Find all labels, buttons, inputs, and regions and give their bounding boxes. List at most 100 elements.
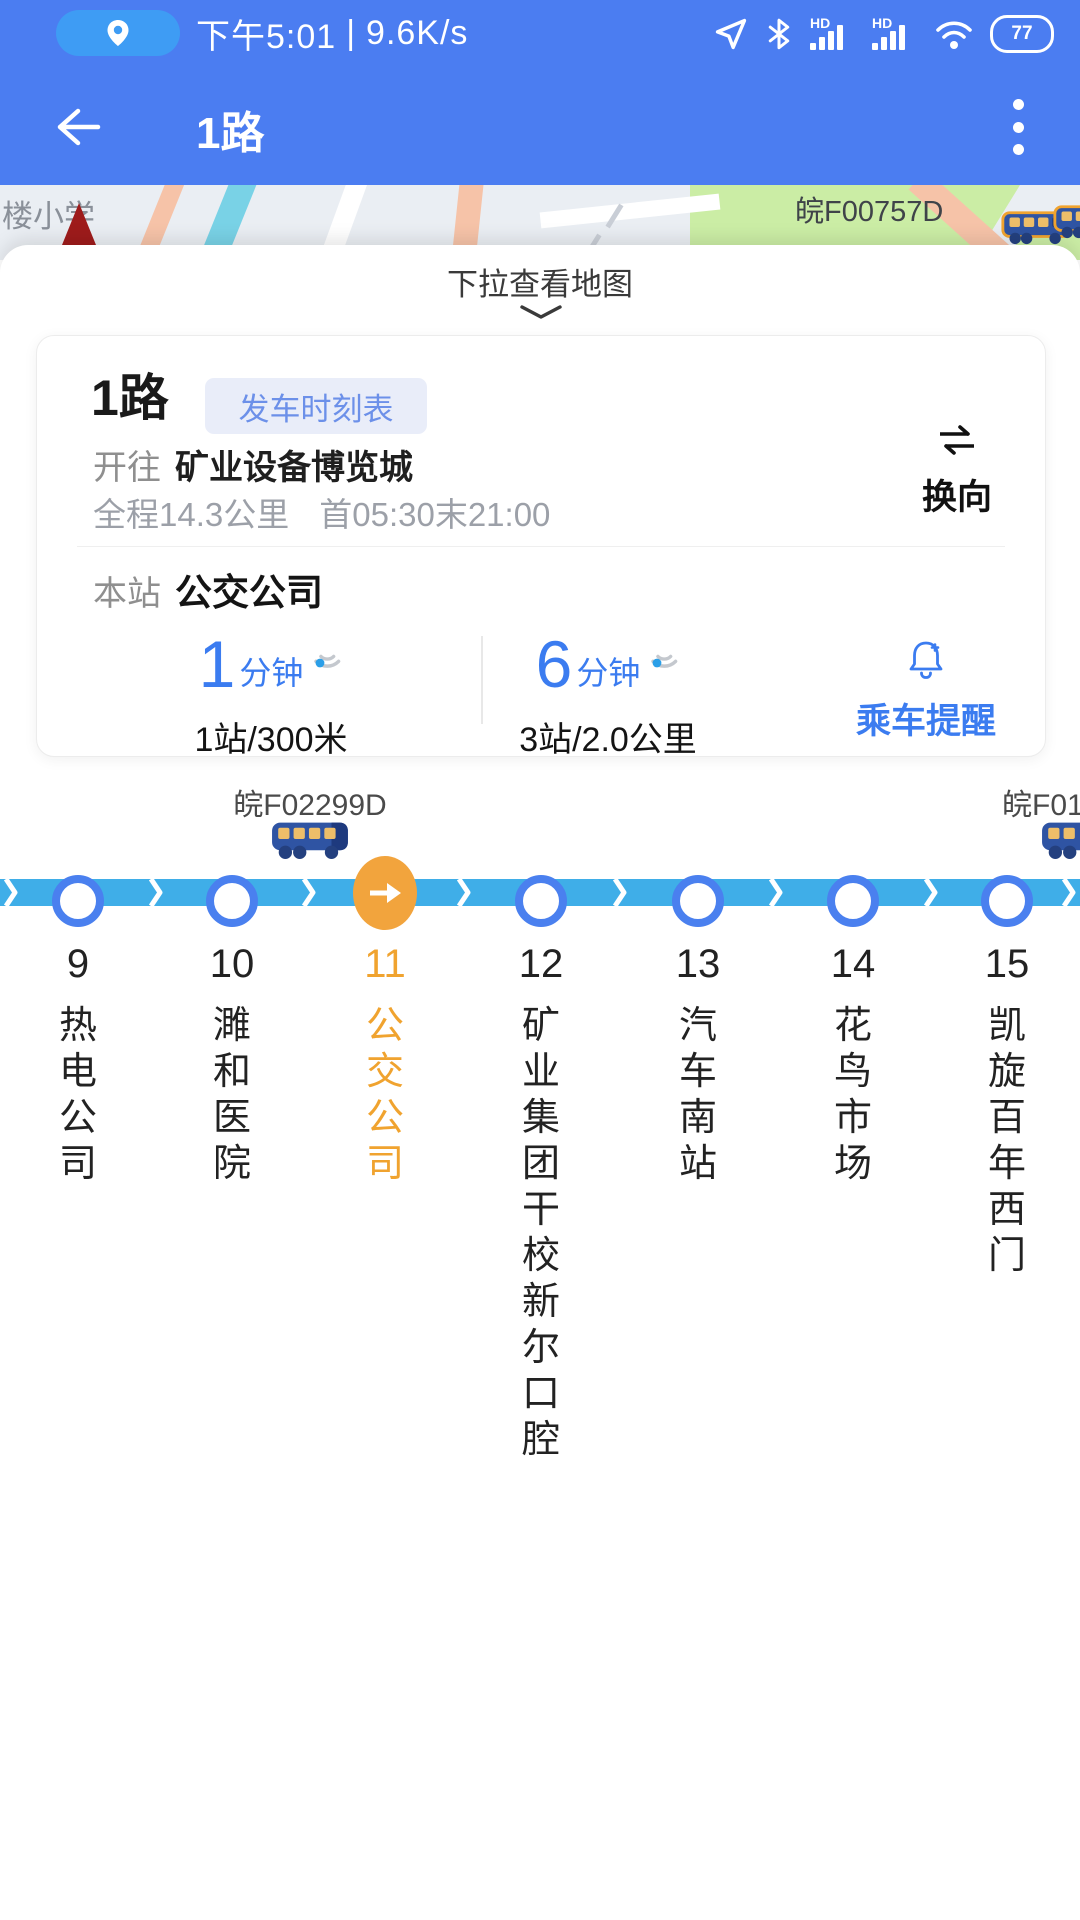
station-name-char: 鸟 xyxy=(833,1051,872,1093)
direction-prefix: 开往 xyxy=(93,449,161,487)
station-name-char: 汽 xyxy=(678,1005,717,1047)
chevron-down-icon[interactable] xyxy=(518,303,564,321)
route-chevron-notch xyxy=(148,876,163,914)
stop-marker[interactable] xyxy=(515,875,567,927)
station-number: 11 xyxy=(364,942,406,986)
overflow-menu-button[interactable] xyxy=(1008,99,1028,155)
station-name-char: 西 xyxy=(987,1189,1026,1231)
station-item-11[interactable]: 11 公交公司 xyxy=(343,942,427,1187)
map-bus-icon-2 xyxy=(1053,205,1080,239)
wifi-icon xyxy=(936,20,972,49)
eta-stops-distance: 3站/2.0公里 xyxy=(519,721,697,759)
station-name-char: 集 xyxy=(521,1097,560,1139)
station-item-9[interactable]: 9 热电公司 xyxy=(36,942,120,1187)
back-button[interactable] xyxy=(48,105,104,149)
ride-reminder-button[interactable]: 乘车提醒 xyxy=(831,636,1021,744)
ride-reminder-label: 乘车提醒 xyxy=(855,702,996,741)
station-name-char: 车 xyxy=(678,1051,717,1093)
station-name-char: 矿 xyxy=(521,1005,560,1047)
station-item-15[interactable]: 15 凯旋百年西门 xyxy=(965,942,1049,1279)
station-name-char: 年 xyxy=(987,1143,1026,1185)
station-name-char: 花 xyxy=(833,1005,872,1047)
station-name-char: 腔 xyxy=(521,1419,560,1461)
bluetooth-icon xyxy=(768,18,790,49)
station-item-13[interactable]: 13 汽车南站 xyxy=(656,942,740,1187)
pull-down-hint[interactable]: 下拉查看地图 xyxy=(447,267,633,302)
stop-marker[interactable] xyxy=(52,875,104,927)
route-name: 1路 xyxy=(91,370,169,426)
station-number: 15 xyxy=(984,942,1030,986)
stop-marker[interactable] xyxy=(672,875,724,927)
route-chevron-notch xyxy=(456,876,471,914)
stop-marker[interactable] xyxy=(981,875,1033,927)
camera-notch-pill xyxy=(56,10,180,56)
route-stats-row: 全程14.3公里 首05:30末21:00 xyxy=(93,488,580,536)
status-separator: | xyxy=(346,14,357,52)
station-name-char: 院 xyxy=(212,1143,251,1185)
status-time: 下午5:01 xyxy=(196,18,337,56)
station-name-char: 凯 xyxy=(987,1005,1026,1047)
station-name-char: 百 xyxy=(987,1097,1026,1139)
station-name-char: 濉 xyxy=(212,1005,251,1047)
status-time-speed: 下午5:01 | 9.6K/s xyxy=(196,0,478,67)
station-name-char: 交 xyxy=(365,1051,404,1093)
service-hours: 首05:30末21:00 xyxy=(319,496,551,533)
reverse-label: 换向 xyxy=(921,478,992,517)
station-name-char: 电 xyxy=(58,1051,97,1093)
map-bus-plate-label: 皖F00757D xyxy=(795,196,944,228)
current-stop-prefix: 本站 xyxy=(93,575,161,613)
station-number: 14 xyxy=(830,942,876,986)
station-name-char: 尔 xyxy=(521,1327,560,1369)
bus-plate-label: 皖F02299D xyxy=(233,789,387,822)
eta-minutes-value: 6 xyxy=(535,627,573,701)
station-name-char: 干 xyxy=(521,1189,560,1231)
map-preview[interactable]: 楼小学 皖F00757D xyxy=(0,185,1080,260)
reverse-direction-button[interactable]: 换向 xyxy=(909,424,1005,520)
route-chevron-notch xyxy=(3,876,18,914)
destination-name: 矿业设备博览城 xyxy=(175,449,413,487)
station-name-char: 医 xyxy=(212,1097,251,1139)
station-name-char: 公 xyxy=(365,1097,404,1139)
bus-plate-label: 皖F01 xyxy=(1002,789,1080,822)
station-name-char: 团 xyxy=(521,1143,560,1185)
station-number: 12 xyxy=(518,942,564,986)
station-name-char: 司 xyxy=(58,1143,97,1185)
live-signal-icon xyxy=(651,654,678,668)
station-name-char: 站 xyxy=(678,1143,717,1185)
station-name-char: 公 xyxy=(58,1097,97,1139)
station-item-10[interactable]: 10 濉和医院 xyxy=(190,942,274,1187)
eta-minutes-unit: 分钟 xyxy=(576,655,641,691)
back-arrow-icon xyxy=(57,108,101,146)
station-item-14[interactable]: 14 花鸟市场 xyxy=(811,942,895,1187)
route-chevron-notch xyxy=(768,876,783,914)
battery-icon: 77 xyxy=(990,14,1054,53)
station-number: 9 xyxy=(66,942,90,986)
station-item-12[interactable]: 12 矿业集团干校新尔口腔 xyxy=(499,942,583,1463)
station-name-char: 公 xyxy=(365,1005,404,1047)
bus-icon xyxy=(1042,822,1080,859)
route-chevron-notch xyxy=(301,876,316,914)
stop-marker[interactable] xyxy=(206,875,258,927)
route-info-card: 1路 发车时刻表 开往 矿业设备博览城 全程14.3公里 首05:30末21:00 … xyxy=(36,335,1046,759)
app-bar: 1路 xyxy=(0,67,1080,185)
eta-minutes-unit: 分钟 xyxy=(239,655,304,691)
eta-divider xyxy=(481,636,483,724)
eta-minutes-value: 1 xyxy=(198,627,236,701)
cell-signal-hd-icon-1: HD xyxy=(810,14,856,54)
station-name-char: 门 xyxy=(987,1235,1026,1277)
route-chevron-notch xyxy=(612,876,627,914)
current-stop-marker[interactable] xyxy=(353,856,417,930)
eta-item-2: 6 分钟 3站/2.0公里 xyxy=(458,618,758,761)
stop-marker[interactable] xyxy=(827,875,879,927)
route-chevron-notch xyxy=(923,876,938,914)
station-number: 13 xyxy=(675,942,721,986)
map-direction-marker xyxy=(62,203,96,245)
station-name-char: 南 xyxy=(678,1097,717,1139)
bus-icon xyxy=(272,822,348,859)
bell-plus-icon xyxy=(909,641,943,679)
departure-timetable-badge[interactable]: 发车时刻表 xyxy=(205,378,427,434)
gps-navigation-icon xyxy=(715,18,747,49)
card-divider xyxy=(77,546,1005,547)
total-distance: 全程14.3公里 xyxy=(93,496,290,533)
